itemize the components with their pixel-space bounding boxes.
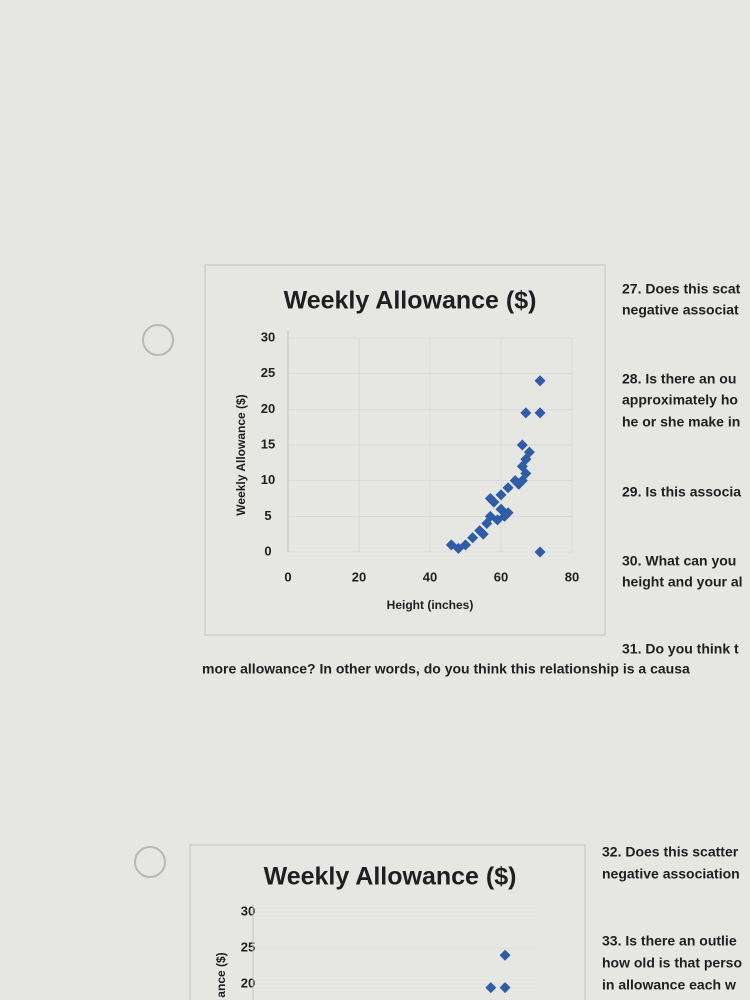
- y-tick-label: 25: [241, 939, 255, 954]
- question-text: height and your al: [622, 574, 743, 590]
- y-tick-label: 15: [261, 436, 275, 451]
- data-point: [534, 546, 546, 558]
- data-point: [534, 375, 546, 387]
- data-point: [499, 949, 511, 961]
- y-tick-label: 20: [261, 401, 275, 416]
- y-tick-label: 25: [261, 365, 275, 380]
- question-text: approximately ho: [622, 392, 738, 408]
- question-text: negative association: [602, 866, 740, 882]
- data-point: [513, 478, 525, 490]
- data-point: [460, 539, 471, 551]
- hole-punch: [134, 846, 166, 878]
- data-point: [484, 493, 496, 504]
- data-point: [485, 982, 497, 994]
- question-text: 30. What can you: [622, 553, 736, 569]
- chart-frame: [189, 844, 586, 1000]
- data-point: [523, 446, 535, 458]
- y-tick-label: 20: [241, 975, 255, 990]
- question-text: he or she make in: [622, 414, 740, 430]
- data-point: [534, 407, 546, 419]
- question-text: negative associat: [622, 302, 739, 318]
- x-tick-label: 40: [423, 569, 437, 584]
- question-text: more allowance? In other words, do you t…: [202, 661, 690, 677]
- hole-punch: [142, 324, 174, 356]
- question-text: 33. Is there an outlie: [602, 933, 737, 949]
- y-tick-label: 10: [261, 472, 275, 487]
- data-point: [495, 489, 507, 501]
- x-axis-label: Height (inches): [387, 598, 474, 612]
- y-axis-label: Weekly Allowance ($): [234, 394, 248, 515]
- question-text: in allowance each w: [602, 977, 736, 993]
- data-point: [516, 439, 528, 451]
- data-point: [520, 407, 532, 419]
- data-point: [499, 982, 511, 994]
- y-axis-label: ance ($): [214, 952, 228, 997]
- chart-frame: [204, 264, 606, 636]
- y-tick-label: 5: [264, 508, 271, 523]
- x-tick-label: 80: [565, 569, 579, 584]
- data-point: [477, 528, 489, 540]
- chart-title: Weekly Allowance ($): [284, 287, 537, 315]
- x-tick-label: 60: [494, 569, 508, 584]
- question-text: 32. Does this scatter: [602, 844, 739, 860]
- y-tick-label: 30: [241, 903, 255, 918]
- question-text: how old is that perso: [602, 955, 742, 971]
- x-tick-label: 0: [284, 569, 291, 584]
- chart-title: Weekly Allowance ($): [264, 863, 517, 891]
- y-tick-label: 0: [264, 543, 271, 558]
- question-text: 27. Does this scat: [622, 281, 741, 297]
- x-tick-label: 20: [352, 569, 366, 584]
- y-tick-label: 30: [261, 329, 275, 344]
- data-point: [467, 532, 479, 544]
- question-text: 28. Is there an ou: [622, 371, 736, 387]
- data-point: [499, 510, 511, 522]
- question-text: 31. Do you think t: [622, 641, 739, 657]
- data-point: [502, 507, 514, 519]
- data-point: [502, 482, 514, 494]
- question-text: 29. Is this associa: [622, 484, 741, 500]
